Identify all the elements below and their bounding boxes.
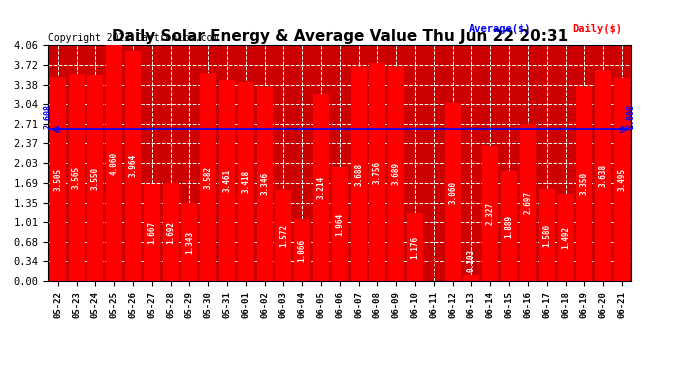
Text: 3.214: 3.214 — [317, 176, 326, 199]
Bar — [351, 67, 366, 281]
Bar — [464, 275, 480, 281]
Text: 3.550: 3.550 — [91, 166, 100, 189]
Bar — [482, 146, 498, 281]
Text: 3.756: 3.756 — [373, 160, 382, 183]
Text: 1.176: 1.176 — [411, 236, 420, 259]
Text: 1.343: 1.343 — [185, 231, 194, 254]
Text: Average($): Average($) — [469, 24, 532, 34]
Text: 0.103: 0.103 — [467, 249, 476, 272]
Text: 2.608: 2.608 — [43, 105, 53, 129]
Bar — [144, 184, 160, 281]
Bar — [106, 45, 122, 281]
Bar — [50, 77, 66, 281]
Bar — [444, 103, 461, 281]
Text: 1.889: 1.889 — [504, 215, 513, 238]
Text: 1.580: 1.580 — [542, 224, 551, 247]
Bar — [539, 189, 555, 281]
Text: 3.495: 3.495 — [618, 168, 627, 191]
Bar — [181, 203, 197, 281]
Text: 3.461: 3.461 — [222, 169, 231, 192]
Text: 3.688: 3.688 — [354, 162, 363, 186]
Text: Daily($): Daily($) — [573, 24, 622, 34]
Text: 3.418: 3.418 — [241, 170, 250, 194]
Bar — [313, 94, 329, 281]
Bar — [501, 171, 517, 281]
Text: 1.492: 1.492 — [561, 226, 570, 249]
Text: 2.327: 2.327 — [486, 202, 495, 225]
Bar — [369, 63, 386, 281]
Text: 1.572: 1.572 — [279, 224, 288, 247]
Text: 4.060: 4.060 — [110, 152, 119, 175]
Text: 3.964: 3.964 — [128, 154, 137, 177]
Bar — [520, 124, 536, 281]
Bar — [219, 80, 235, 281]
Bar — [407, 213, 423, 281]
Bar — [275, 190, 291, 281]
Bar — [558, 194, 573, 281]
Bar — [595, 69, 611, 281]
Text: 1.667: 1.667 — [147, 221, 156, 244]
Bar — [576, 86, 592, 281]
Bar — [257, 87, 273, 281]
Bar — [68, 74, 84, 281]
Text: 1.692: 1.692 — [166, 220, 175, 244]
Bar — [125, 51, 141, 281]
Text: 3.060: 3.060 — [448, 181, 457, 204]
Text: Copyright 2023 Cartronics.com: Copyright 2023 Cartronics.com — [48, 33, 219, 43]
Text: 2.697: 2.697 — [524, 191, 533, 214]
Text: 3.565: 3.565 — [72, 166, 81, 189]
Bar — [238, 82, 254, 281]
Text: 3.350: 3.350 — [580, 172, 589, 195]
Text: 2.608: 2.608 — [627, 105, 636, 129]
Text: 3.638: 3.638 — [599, 164, 608, 187]
Text: 0.000: 0.000 — [429, 254, 438, 277]
Bar — [88, 75, 103, 281]
Text: 3.689: 3.689 — [392, 162, 401, 186]
Bar — [614, 78, 630, 281]
Bar — [200, 73, 216, 281]
Bar — [294, 219, 310, 281]
Text: 1.964: 1.964 — [335, 213, 344, 236]
Bar — [163, 183, 179, 281]
Bar — [388, 67, 404, 281]
Text: 3.505: 3.505 — [53, 168, 62, 191]
Text: 1.066: 1.066 — [297, 238, 307, 262]
Text: 3.346: 3.346 — [260, 172, 269, 195]
Title: Daily Solar Energy & Average Value Thu Jun 22 20:31: Daily Solar Energy & Average Value Thu J… — [112, 29, 568, 44]
Text: 3.582: 3.582 — [204, 165, 213, 189]
Bar — [332, 167, 348, 281]
